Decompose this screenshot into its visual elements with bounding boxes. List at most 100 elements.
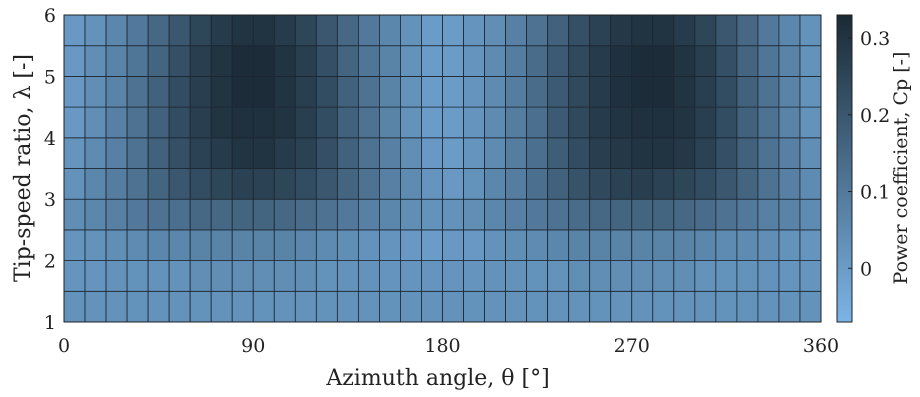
y-tick-label: 3 xyxy=(44,189,56,211)
colorbar-label: Power coefficient, Cp [-] xyxy=(890,52,912,285)
heatmap-cell xyxy=(778,168,801,200)
heatmap-cell xyxy=(357,14,380,47)
heatmap-cell xyxy=(294,198,317,231)
heatmap-cell xyxy=(463,14,485,47)
heatmap-cell xyxy=(231,229,254,261)
heatmap-cell xyxy=(757,45,780,77)
heatmap-cell xyxy=(484,260,506,292)
heatmap-cell xyxy=(505,260,528,292)
heatmap-cell xyxy=(442,168,464,200)
heatmap-cell xyxy=(715,198,738,231)
heatmap-cell xyxy=(484,45,506,77)
heatmap-cell xyxy=(547,290,570,323)
heatmap-cell xyxy=(673,229,696,261)
heatmap-cell xyxy=(252,290,275,323)
heatmap-cell xyxy=(715,260,738,292)
heatmap-cell xyxy=(673,137,696,169)
heatmap-cell xyxy=(673,260,696,292)
heatmap-cell xyxy=(294,106,317,139)
heatmap-cell xyxy=(652,168,675,200)
heatmap-cell xyxy=(168,45,191,77)
heatmap-cell xyxy=(252,76,275,108)
heatmap-cell xyxy=(526,137,549,169)
heatmap-cell xyxy=(799,290,822,323)
heatmap-cell xyxy=(463,198,485,231)
heatmap-cell xyxy=(189,290,212,323)
heatmap-cell xyxy=(273,260,296,292)
heatmap-cell xyxy=(799,229,822,261)
heatmap-cell xyxy=(778,198,801,231)
heatmap-cell xyxy=(294,45,317,77)
heatmap-cell xyxy=(442,198,464,231)
heatmap-cell xyxy=(610,106,633,139)
heatmap-cell xyxy=(736,106,759,139)
heatmap-cell xyxy=(210,106,233,139)
heatmap-cell xyxy=(336,76,359,108)
heatmap-cell xyxy=(757,198,780,231)
heatmap-cell xyxy=(526,198,549,231)
heatmap-cell xyxy=(210,198,233,231)
heatmap-cell xyxy=(442,14,464,47)
heatmap-cell xyxy=(315,229,338,261)
heatmap-cell xyxy=(442,260,464,292)
heatmap-cell xyxy=(799,168,822,200)
heatmap-cell xyxy=(421,76,443,108)
heatmap-cell xyxy=(736,260,759,292)
heatmap-cell xyxy=(421,45,443,77)
heatmap-cell xyxy=(231,45,254,77)
heatmap-cell xyxy=(379,229,401,261)
heatmap-cell xyxy=(589,198,612,231)
heatmap-cell xyxy=(778,76,801,108)
heatmap-cell xyxy=(84,260,107,292)
x-axis-label: Azimuth angle, θ [°] xyxy=(325,366,549,391)
heatmap-cell xyxy=(610,198,633,231)
heatmap-cell xyxy=(210,76,233,108)
heatmap-cell xyxy=(526,229,549,261)
heatmap-cell xyxy=(421,260,443,292)
heatmap-cell xyxy=(484,106,506,139)
heatmap-cell xyxy=(357,45,380,77)
heatmap-cells xyxy=(63,14,822,323)
heatmap-cell xyxy=(799,14,822,47)
heatmap-cell xyxy=(84,14,107,47)
heatmap-cell xyxy=(105,106,128,139)
heatmap-cell xyxy=(147,229,170,261)
y-axis-ticks: 1 2 3 4 5 6 xyxy=(44,5,56,334)
heatmap-cell xyxy=(694,76,717,108)
heatmap-cell xyxy=(231,260,254,292)
heatmap-cell xyxy=(694,168,717,200)
heatmap-cell xyxy=(610,229,633,261)
heatmap-cell xyxy=(336,137,359,169)
heatmap-cell xyxy=(168,14,191,47)
heatmap-cell xyxy=(463,260,485,292)
heatmap-cell xyxy=(652,290,675,323)
heatmap-cell xyxy=(799,260,822,292)
colorbar-ticks: 0 0.1 0.2 0.3 xyxy=(848,28,890,280)
x-tick-label: 360 xyxy=(803,335,839,357)
heatmap-cell xyxy=(463,290,485,323)
heatmap-cell xyxy=(505,106,528,139)
heatmap-cell xyxy=(547,76,570,108)
heatmap-cell xyxy=(126,260,149,292)
heatmap-cell xyxy=(736,290,759,323)
heatmap-cell xyxy=(105,45,128,77)
heatmap-cell xyxy=(547,14,570,47)
heatmap-cell xyxy=(589,290,612,323)
heatmap-cell xyxy=(379,76,401,108)
heatmap-cell xyxy=(315,14,338,47)
heatmap-cell xyxy=(505,229,528,261)
heatmap-cell xyxy=(84,137,107,169)
heatmap-cell xyxy=(715,290,738,323)
heatmap-cell xyxy=(652,198,675,231)
heatmap-cell xyxy=(526,106,549,139)
heatmap-cell xyxy=(421,198,443,231)
heatmap-cell xyxy=(147,198,170,231)
heatmap-cell xyxy=(400,229,422,261)
heatmap-cell xyxy=(126,45,149,77)
heatmap-cell xyxy=(126,198,149,231)
heatmap-cell xyxy=(694,137,717,169)
heatmap-cell xyxy=(210,137,233,169)
heatmap-cell xyxy=(105,290,128,323)
heatmap-cell xyxy=(631,76,654,108)
heatmap-cell xyxy=(694,45,717,77)
